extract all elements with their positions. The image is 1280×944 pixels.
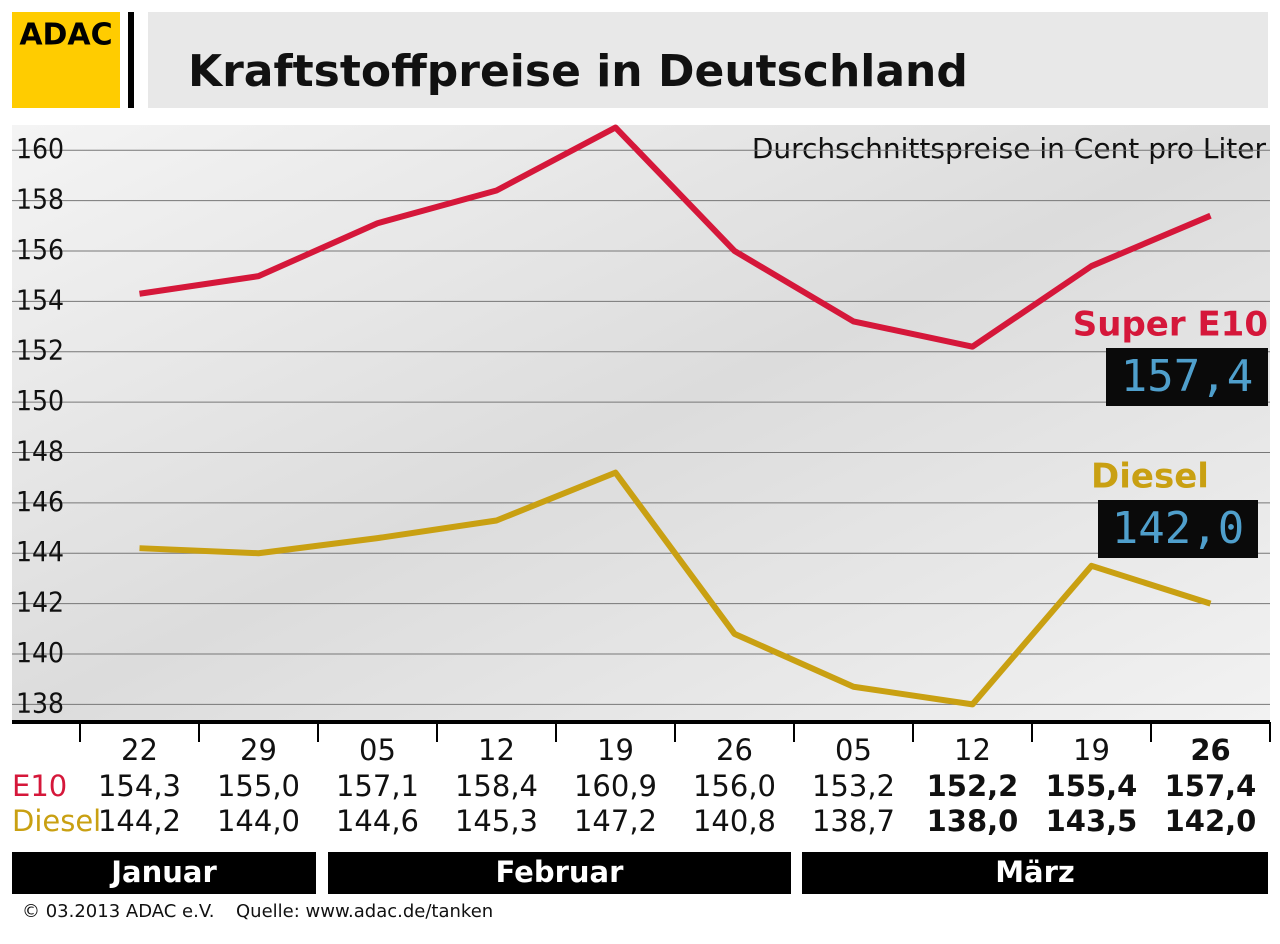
category-label: 22 [121, 733, 158, 767]
value-label: 138,7 [812, 804, 895, 838]
category-label: 05 [835, 733, 872, 767]
category-label: 05 [359, 733, 396, 767]
value-label: 140,8 [693, 804, 776, 838]
price-display [1106, 348, 1268, 406]
value-label: 147,2 [574, 804, 657, 838]
brand-box [12, 12, 120, 108]
plot-background [12, 125, 1270, 722]
y-tick-label: 148 [16, 434, 64, 467]
line-series [139, 124, 1212, 350]
category-label: 26 [716, 733, 753, 767]
price-display [1098, 500, 1258, 558]
month-bar [802, 852, 1268, 894]
row-label: E10 [12, 769, 67, 803]
value-label: 155,4 [1046, 769, 1138, 803]
month-label: Januar [109, 855, 217, 889]
value-label: 144,2 [98, 804, 181, 838]
y-tick-label: 144 [16, 535, 64, 568]
value-label: 152,2 [927, 769, 1019, 803]
category-label: 12 [954, 733, 991, 767]
divider [128, 12, 134, 108]
source: Quelle: www.adac.de/tanken [236, 901, 493, 922]
value-label: 156,0 [693, 769, 776, 803]
subtitle: Durchschnittspreise in Cent pro Liter [752, 132, 1267, 165]
value-label: 143,5 [1046, 804, 1138, 838]
y-tick-label: 154 [16, 283, 64, 316]
row-label: Diesel [12, 804, 101, 838]
legend-label: Super E10 [1073, 305, 1268, 345]
month-bar [12, 852, 316, 894]
y-tick-label: 140 [16, 636, 64, 669]
category-label: 26 [1190, 733, 1230, 767]
y-tick-label: 160 [16, 132, 64, 165]
value-label: 145,3 [455, 804, 538, 838]
value-label: 158,4 [455, 769, 538, 803]
y-tick-label: 158 [16, 183, 64, 216]
y-tick-label: 156 [16, 233, 64, 266]
value-label: 142,0 [1165, 804, 1257, 838]
category-label: 29 [240, 733, 277, 767]
value-label: 157,4 [1165, 769, 1257, 803]
category-label: 12 [478, 733, 515, 767]
brand: ADAC [19, 18, 112, 53]
y-tick-label: 138 [16, 686, 64, 719]
line-series [139, 469, 1212, 708]
y-tick-label: 142 [16, 586, 64, 619]
category-label: 19 [597, 733, 634, 767]
month-label: Februar [496, 855, 625, 889]
value-label: 155,0 [217, 769, 300, 803]
value-label: 153,2 [812, 769, 895, 803]
copyright: © 03.2013 ADAC e.V. [22, 901, 215, 922]
value-label: 157,1 [336, 769, 419, 803]
legend-label: Diesel [1091, 457, 1209, 497]
y-tick-label: 152 [16, 334, 64, 367]
month-label: März [995, 855, 1075, 889]
value-label: 154,3 [98, 769, 181, 803]
title-band [148, 12, 1268, 108]
display-value: 157,4 [1121, 351, 1253, 402]
chart-title: Kraftstoffpreise in Deutschland [188, 46, 968, 97]
value-label: 144,0 [217, 804, 300, 838]
month-bar [328, 852, 791, 894]
y-tick-label: 146 [16, 485, 64, 518]
display-value: 142,0 [1112, 503, 1244, 554]
value-label: 144,6 [336, 804, 419, 838]
y-tick-label: 150 [16, 384, 64, 417]
category-label: 19 [1073, 733, 1110, 767]
value-label: 160,9 [574, 769, 657, 803]
value-label: 138,0 [927, 804, 1019, 838]
